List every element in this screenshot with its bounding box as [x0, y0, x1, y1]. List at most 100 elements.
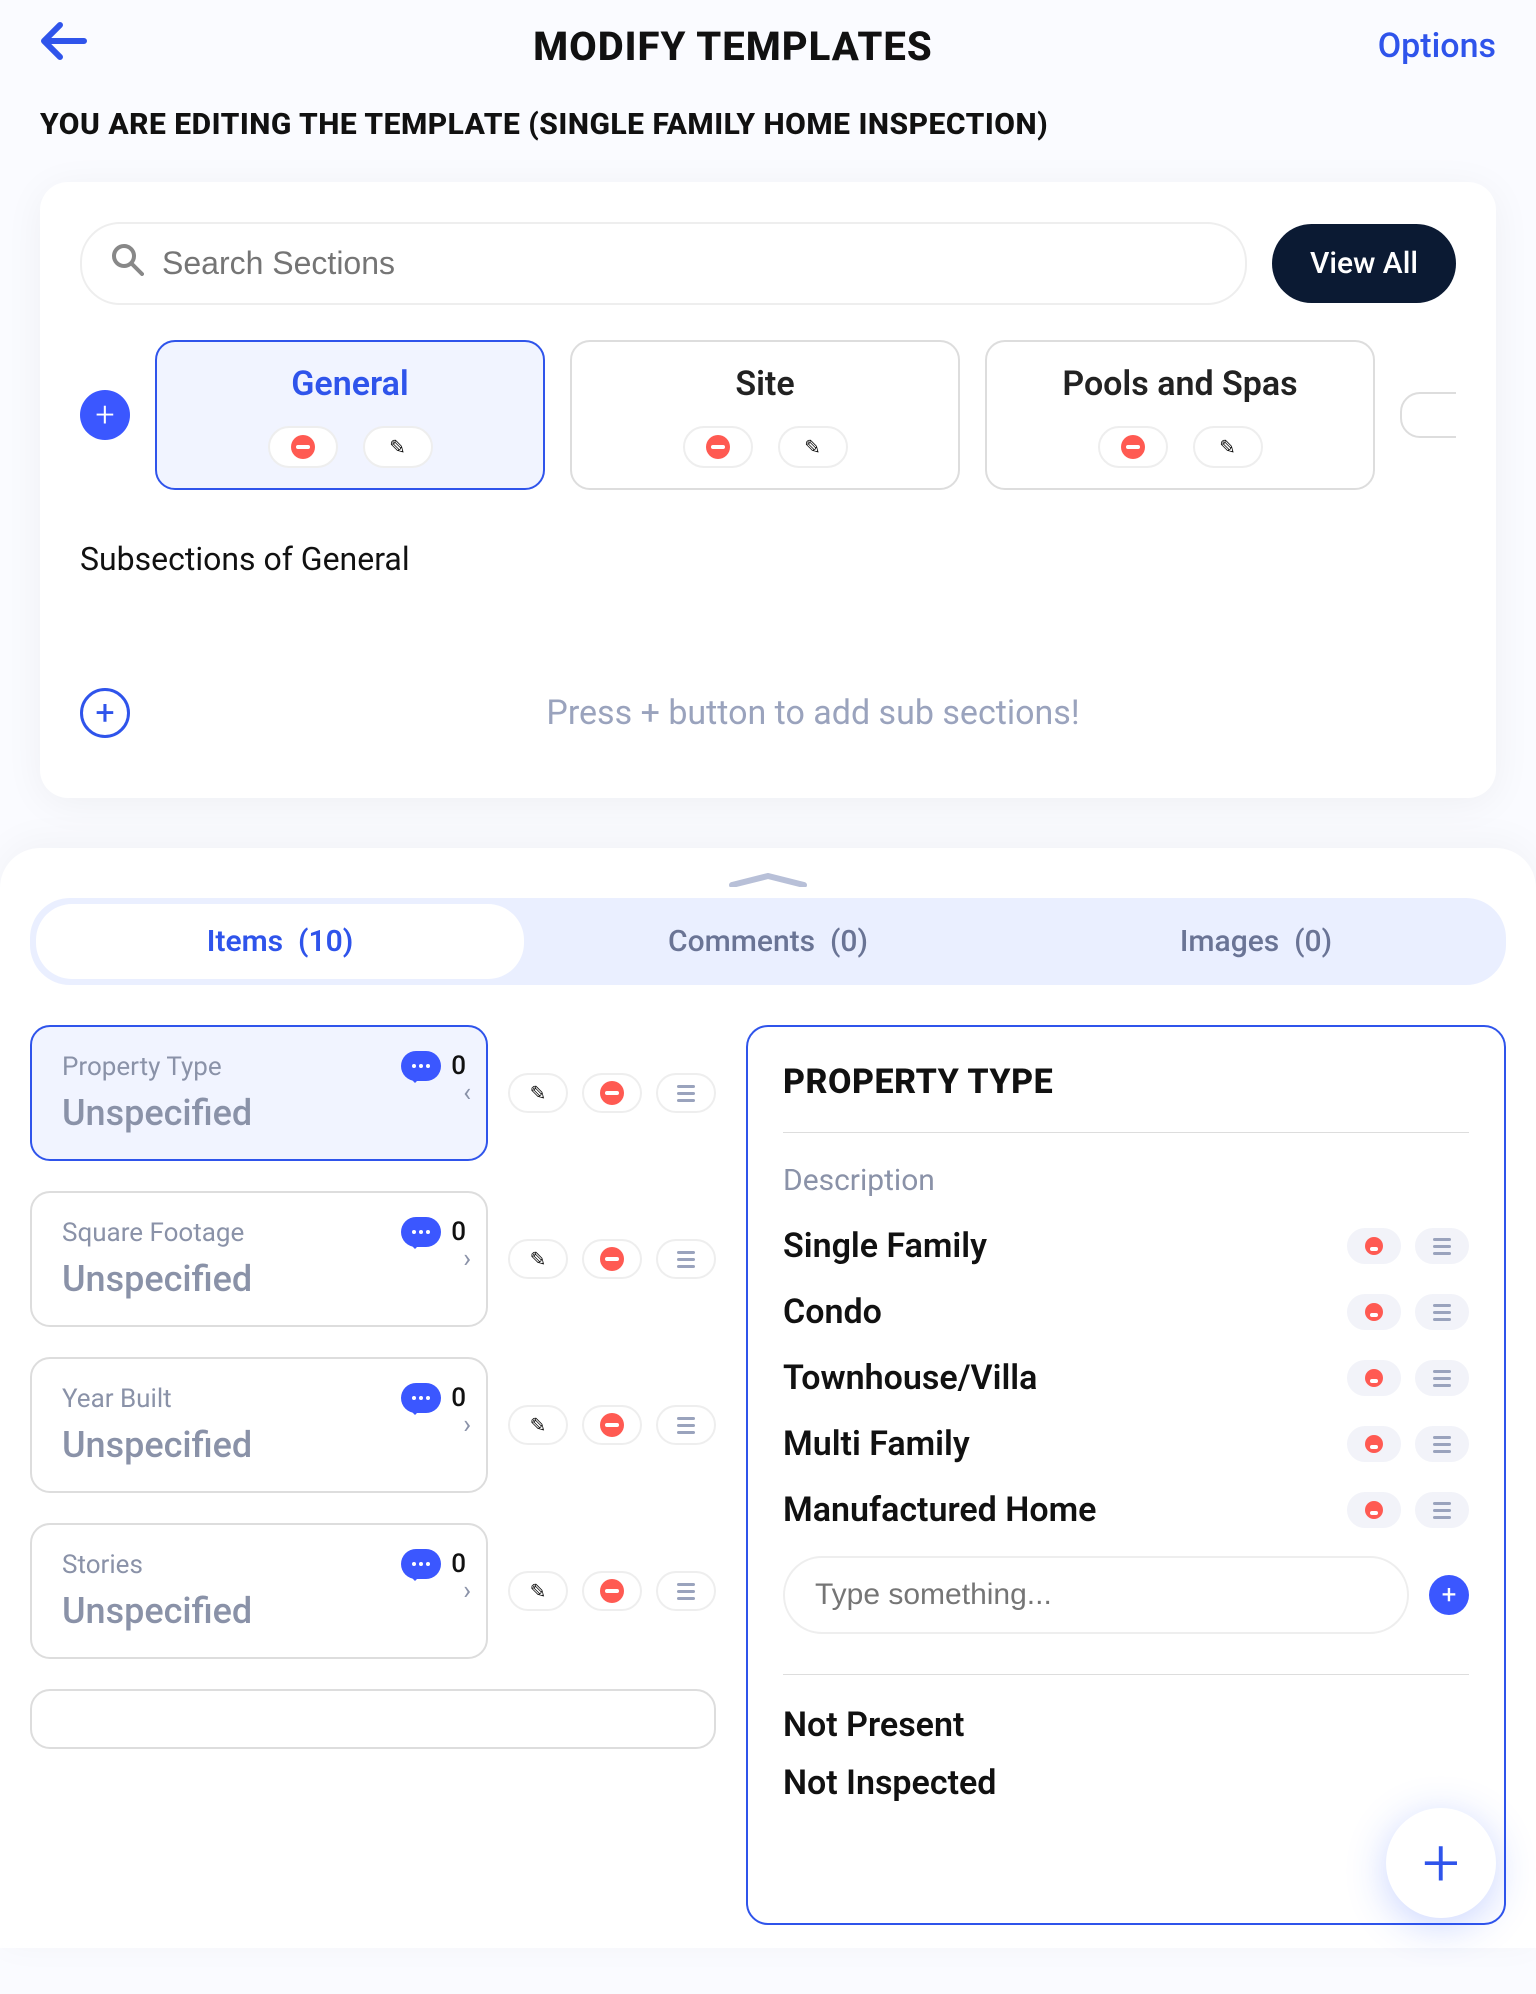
item-actions: ✎	[508, 1239, 716, 1279]
items-sheet: Items (10) Comments (0) Images (0) Prope…	[0, 848, 1536, 1948]
delete-item-button[interactable]	[582, 1571, 642, 1611]
option-row: Multi Family	[783, 1424, 1469, 1464]
delete-option-button[interactable]	[1347, 1426, 1401, 1462]
item-row	[30, 1689, 716, 1749]
items-body: Property Type Unspecified 0 ‹ ✎ Square F	[30, 1025, 1506, 1925]
option-row: Manufactured Home	[783, 1490, 1469, 1530]
add-option-button[interactable]: +	[1429, 1575, 1469, 1615]
chat-icon	[401, 1217, 441, 1247]
pencil-icon: ✎	[389, 435, 406, 459]
delete-item-button[interactable]	[582, 1073, 642, 1113]
section-name: Pools and Spas	[1007, 364, 1353, 404]
edit-item-button[interactable]: ✎	[508, 1073, 568, 1113]
minus-icon	[1365, 1237, 1383, 1255]
option-row: Townhouse/Villa	[783, 1358, 1469, 1398]
chat-icon	[401, 1051, 441, 1081]
delete-item-button[interactable]	[582, 1405, 642, 1445]
minus-icon	[706, 435, 730, 459]
tabs: Items (10) Comments (0) Images (0)	[30, 898, 1506, 985]
reorder-item-button[interactable]	[656, 1073, 716, 1113]
sections-row: + General ✎ Site ✎ Pools and Spas ✎	[80, 340, 1456, 490]
option-name: Condo	[783, 1292, 882, 1332]
status-option[interactable]: Not Inspected	[783, 1763, 1469, 1803]
minus-icon	[600, 1579, 624, 1603]
edit-item-button[interactable]: ✎	[508, 1239, 568, 1279]
fab-add-button[interactable]: +	[1386, 1808, 1496, 1918]
item-card-stories[interactable]: Stories Unspecified 0 ›	[30, 1523, 488, 1659]
reorder-option-button[interactable]	[1415, 1360, 1469, 1396]
add-subsection-hint: Press + button to add sub sections!	[170, 693, 1456, 733]
item-label: Stories	[62, 1550, 456, 1580]
item-card-year-built[interactable]: Year Built Unspecified 0 ›	[30, 1357, 488, 1493]
item-card-square-footage[interactable]: Square Footage Unspecified 0 ›	[30, 1191, 488, 1327]
option-actions	[1347, 1492, 1469, 1528]
item-value: Unspecified	[62, 1424, 456, 1466]
back-button[interactable]	[40, 20, 88, 72]
delete-section-button[interactable]	[268, 426, 338, 468]
section-chip-more[interactable]	[1400, 392, 1456, 438]
reorder-item-button[interactable]	[656, 1405, 716, 1445]
edit-item-button[interactable]: ✎	[508, 1405, 568, 1445]
edit-item-button[interactable]: ✎	[508, 1571, 568, 1611]
add-subsection-button[interactable]: +	[80, 688, 130, 738]
section-actions: ✎	[177, 426, 523, 468]
reorder-option-button[interactable]	[1415, 1492, 1469, 1528]
tab-label: Comments	[668, 924, 815, 959]
reorder-item-button[interactable]	[656, 1571, 716, 1611]
delete-option-button[interactable]	[1347, 1294, 1401, 1330]
delete-option-button[interactable]	[1347, 1492, 1401, 1528]
section-chip-site[interactable]: Site ✎	[570, 340, 960, 490]
tab-comments[interactable]: Comments (0)	[524, 904, 1012, 979]
reorder-icon	[677, 1583, 695, 1600]
reorder-item-button[interactable]	[656, 1239, 716, 1279]
minus-icon	[600, 1413, 624, 1437]
option-name: Multi Family	[783, 1424, 970, 1464]
add-section-button[interactable]: +	[80, 390, 130, 440]
sections-card: View All + General ✎ Site ✎ Pools and Sp…	[40, 182, 1496, 798]
item-row: Stories Unspecified 0 › ✎	[30, 1523, 716, 1659]
section-name: Site	[592, 364, 938, 404]
reorder-option-button[interactable]	[1415, 1228, 1469, 1264]
option-name: Single Family	[783, 1226, 987, 1266]
view-all-button[interactable]: View All	[1272, 224, 1456, 303]
option-actions	[1347, 1360, 1469, 1396]
minus-icon	[1365, 1435, 1383, 1453]
tab-items[interactable]: Items (10)	[36, 904, 524, 979]
delete-option-button[interactable]	[1347, 1360, 1401, 1396]
search-icon	[110, 242, 144, 285]
delete-section-button[interactable]	[683, 426, 753, 468]
item-row: Year Built Unspecified 0 › ✎	[30, 1357, 716, 1493]
edit-section-button[interactable]: ✎	[1193, 426, 1263, 468]
chat-icon	[401, 1549, 441, 1579]
sheet-handle[interactable]	[728, 873, 808, 883]
tab-images[interactable]: Images (0)	[1012, 904, 1500, 979]
status-option[interactable]: Not Present	[783, 1705, 1469, 1745]
item-card-partial[interactable]	[30, 1689, 716, 1749]
comments-badge: 0	[401, 1051, 466, 1081]
search-box[interactable]	[80, 222, 1247, 305]
pencil-icon: ✎	[1219, 435, 1236, 459]
reorder-option-button[interactable]	[1415, 1426, 1469, 1462]
delete-item-button[interactable]	[582, 1239, 642, 1279]
section-chip-pools[interactable]: Pools and Spas ✎	[985, 340, 1375, 490]
search-input[interactable]	[162, 245, 1217, 282]
edit-section-button[interactable]: ✎	[363, 426, 433, 468]
comments-count: 0	[451, 1051, 466, 1081]
delete-section-button[interactable]	[1098, 426, 1168, 468]
item-label: Property Type	[62, 1052, 456, 1082]
reorder-icon	[1433, 1370, 1451, 1387]
edit-section-button[interactable]: ✎	[778, 426, 848, 468]
delete-option-button[interactable]	[1347, 1228, 1401, 1264]
chevron-right-icon: ›	[463, 1410, 471, 1440]
reorder-icon	[677, 1085, 695, 1102]
options-link[interactable]: Options	[1378, 26, 1496, 66]
minus-icon	[600, 1247, 624, 1271]
header: MODIFY TEMPLATES Options	[0, 0, 1536, 92]
reorder-icon	[1433, 1436, 1451, 1453]
item-card-property-type[interactable]: Property Type Unspecified 0 ‹	[30, 1025, 488, 1161]
add-option-input[interactable]	[783, 1556, 1409, 1634]
section-chip-general[interactable]: General ✎	[155, 340, 545, 490]
reorder-option-button[interactable]	[1415, 1294, 1469, 1330]
item-label: Year Built	[62, 1384, 456, 1414]
reorder-icon	[1433, 1502, 1451, 1519]
